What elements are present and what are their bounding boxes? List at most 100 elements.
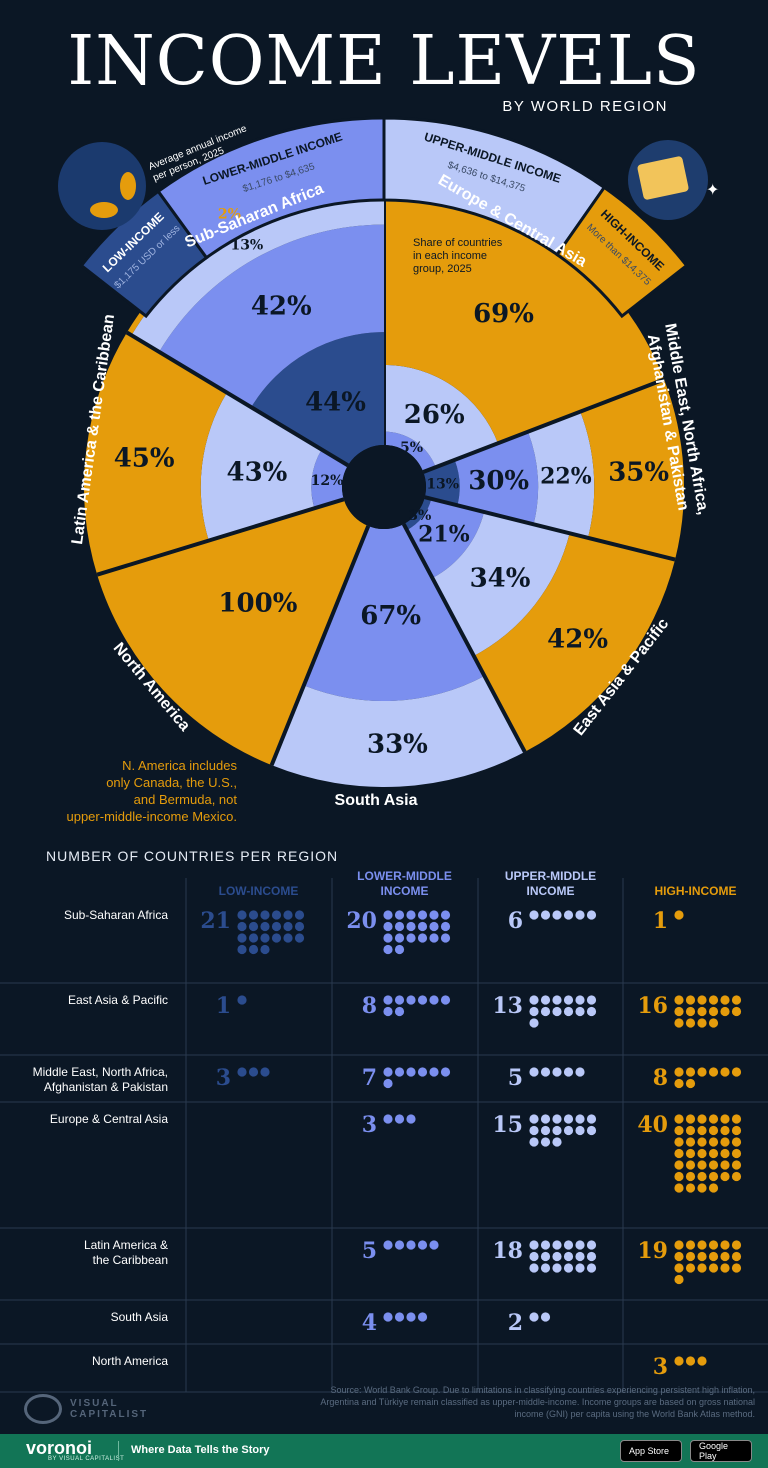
page-title: INCOME LEVELS — [67, 22, 701, 101]
country-dot — [708, 1067, 719, 1077]
share-note: Share of countries in each income group, 2… — [413, 237, 503, 275]
country-dot — [708, 1148, 719, 1159]
voronoi-byline: BY VISUAL CAPITALIST — [48, 1456, 125, 1462]
country-dot — [248, 910, 259, 920]
country-dot — [720, 1148, 730, 1159]
google-play-button[interactable]: Google Play — [690, 1440, 752, 1462]
wedge-label-middle-east-north-africa-afghanistan-pakistan-3: 22% — [540, 464, 592, 490]
country-dot — [540, 1251, 551, 1262]
wedge-sub-saharan-africa-2 — [159, 224, 384, 408]
country-dot — [674, 1240, 684, 1250]
country-dot — [708, 995, 719, 1005]
country-dot — [563, 1067, 574, 1077]
grid-column-header-2: LOWER-MIDDLE INCOME — [357, 870, 452, 898]
wedge-north-america-4 — [97, 499, 369, 766]
wedge-separator — [96, 497, 345, 577]
country-dot — [429, 1240, 439, 1250]
country-dot — [685, 1137, 696, 1147]
country-dot — [708, 1137, 719, 1147]
country-dot — [674, 1251, 684, 1262]
country-dot — [720, 1114, 730, 1124]
wedge-south-asia-2 — [303, 524, 485, 701]
wedge-latin-america-the-caribbean-2 — [311, 449, 348, 509]
country-dot — [271, 933, 282, 943]
country-dot — [552, 1240, 562, 1250]
country-dot — [383, 933, 393, 943]
count-number-middle-east-north-africa-afghanistan-pakistan-2: 7 — [362, 1065, 377, 1091]
na-note-line: only Canada, the U.S., — [106, 775, 237, 790]
country-dot — [417, 910, 428, 920]
wedge-label-east-asia-pacific-3: 34% — [470, 564, 531, 594]
country-dot — [260, 910, 270, 920]
country-dot — [575, 1251, 585, 1262]
country-dot — [383, 995, 393, 1005]
country-dot — [394, 1312, 405, 1322]
wedge-label-europe-central-asia-4: 69% — [473, 299, 534, 329]
country-dot — [406, 921, 416, 932]
count-number-north-america-4: 3 — [653, 1354, 668, 1380]
coin-icon — [90, 202, 118, 218]
country-dot — [685, 1171, 696, 1182]
country-dot — [248, 921, 259, 932]
country-dot — [406, 995, 416, 1005]
country-dot — [406, 1240, 416, 1250]
count-number-east-asia-pacific-1: 1 — [216, 993, 231, 1019]
country-dot — [697, 1018, 707, 1028]
vc-logo-icon — [24, 1394, 62, 1424]
country-dot — [731, 1171, 742, 1182]
country-dot — [674, 910, 684, 920]
country-dot — [529, 1018, 539, 1028]
country-dot — [248, 1067, 259, 1077]
country-dot — [674, 1078, 684, 1089]
app-store-button[interactable]: App Store — [620, 1440, 682, 1462]
page-subtitle: BY WORLD REGION — [502, 98, 668, 115]
country-dot — [260, 1067, 270, 1077]
wedge-label-europe-central-asia-2: 5% — [400, 440, 423, 456]
country-dot — [697, 1263, 707, 1273]
country-dot — [552, 1263, 562, 1273]
count-number-sub-saharan-africa-4: 1 — [653, 908, 668, 934]
wedge-south-asia-3 — [271, 675, 525, 787]
country-dot — [685, 1006, 696, 1017]
country-dot — [575, 995, 585, 1005]
wedge-label-sub-saharan-africa-3: 13% — [230, 238, 263, 254]
country-dot — [697, 1251, 707, 1262]
country-dot — [731, 1006, 742, 1017]
country-dot — [271, 910, 282, 920]
country-dot — [586, 1125, 597, 1136]
country-dot — [429, 921, 439, 932]
country-dot — [674, 1274, 684, 1285]
count-number-latin-america-the-caribbean-4: 19 — [637, 1238, 668, 1264]
count-number-sub-saharan-africa-2: 20 — [346, 908, 377, 934]
country-dot — [429, 1067, 439, 1077]
country-dot — [674, 1148, 684, 1159]
country-dot — [708, 1183, 719, 1193]
country-dot — [429, 995, 439, 1005]
grid-column-header-3: UPPER-MIDDLE INCOME — [505, 870, 596, 898]
country-dot — [552, 1251, 562, 1262]
country-dot — [440, 921, 451, 932]
country-dot — [394, 1067, 405, 1077]
wedge-label-south-asia-3: 33% — [367, 730, 428, 760]
grid-heading: NUMBER OF COUNTRIES PER REGION — [46, 848, 339, 864]
wedge-east-asia-pacific-1 — [403, 497, 432, 531]
country-dot — [697, 1114, 707, 1124]
country-dot — [383, 1312, 393, 1322]
country-dot — [529, 1251, 539, 1262]
country-dot — [674, 1018, 684, 1028]
country-dot — [429, 933, 439, 943]
country-dot — [540, 1137, 551, 1147]
country-dot — [294, 910, 305, 920]
na-note-line: N. America includes — [122, 758, 237, 773]
country-dot — [697, 1148, 707, 1159]
grid-row-label-6: South Asia — [111, 1310, 169, 1324]
country-dot — [440, 1067, 451, 1077]
country-dot — [540, 1114, 551, 1124]
count-number-middle-east-north-africa-afghanistan-pakistan-4: 8 — [653, 1065, 668, 1091]
country-dot — [417, 933, 428, 943]
voronoi-logo[interactable]: voronoi — [26, 1438, 92, 1458]
country-dot — [563, 1006, 574, 1017]
country-dot — [575, 1240, 585, 1250]
column-header-line: LOW-INCOME — [219, 884, 299, 898]
country-dot — [552, 1067, 562, 1077]
